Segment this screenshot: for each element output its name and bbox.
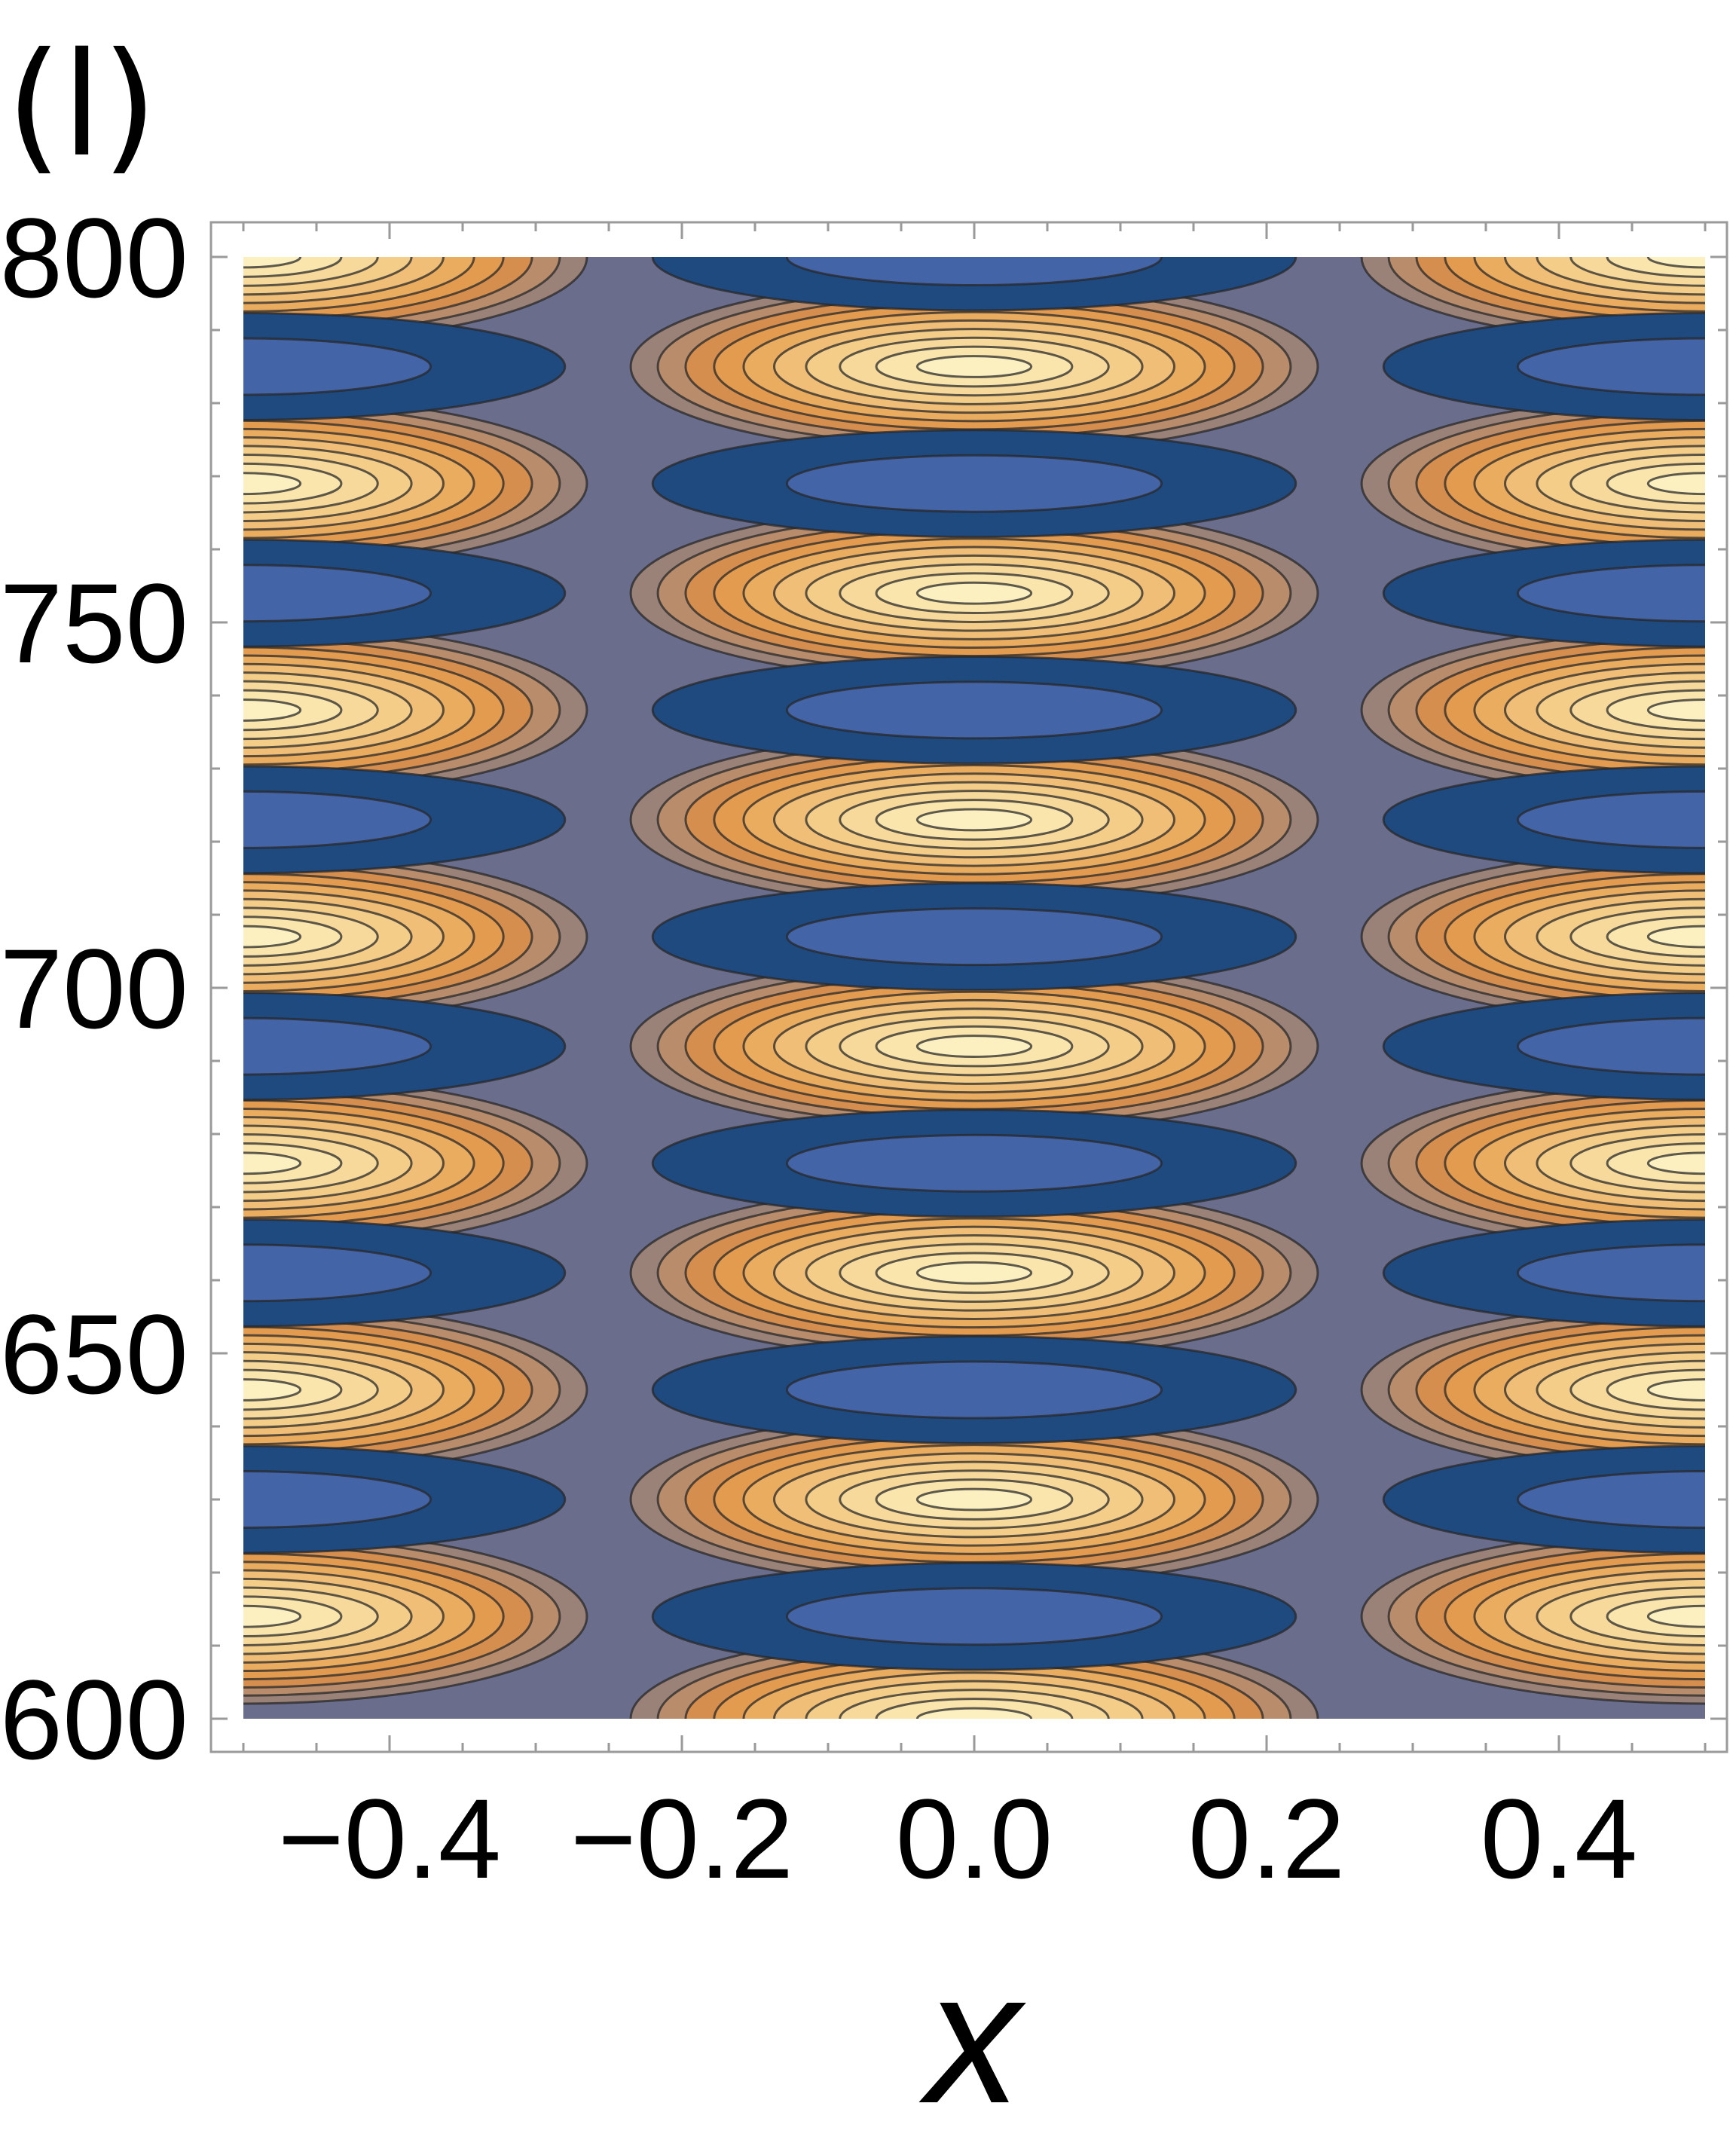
center-peak-lobe <box>629 504 1319 682</box>
x-tick-label: 0.2 <box>1188 1775 1346 1902</box>
y-tick-label: 700 <box>0 925 188 1052</box>
center-peak-lobe <box>629 278 1319 455</box>
center-trough-lobe <box>651 257 1297 312</box>
y-tick-label: 800 <box>0 194 188 321</box>
center-peak-lobe <box>629 958 1319 1135</box>
left-peak-lobe <box>243 1301 588 1478</box>
right-peak-lobe <box>1360 257 1705 346</box>
right-peak-lobe <box>1360 395 1705 572</box>
left-trough-lobe <box>243 1218 567 1328</box>
right-trough-lobe <box>1382 765 1705 875</box>
left-peak-lobe <box>243 1074 588 1252</box>
center-trough-lobe <box>651 429 1297 539</box>
right-peak-lobe <box>1360 622 1705 799</box>
frame-ticks <box>211 222 1727 1752</box>
left-peak-lobe <box>243 848 588 1026</box>
y-tick-label: 650 <box>0 1291 188 1417</box>
center-trough-lobe <box>651 1108 1297 1218</box>
left-trough-lobe <box>243 1444 567 1554</box>
left-trough-lobe <box>243 312 567 421</box>
center-peak-lobe <box>629 731 1319 909</box>
y-tick-labels: 600 650 700 750 800 <box>0 194 188 1783</box>
contour-plot-area <box>243 257 1705 1719</box>
center-trough-lobe <box>651 882 1297 992</box>
left-peak-lobe <box>243 622 588 799</box>
left-trough-lobe <box>243 765 567 875</box>
center-trough-lobe <box>651 1561 1297 1671</box>
y-tick-label: 600 <box>0 1656 188 1783</box>
left-trough-lobe <box>243 992 567 1102</box>
center-peak-lobe <box>629 1185 1319 1362</box>
y-tick-label: 750 <box>0 560 188 686</box>
right-trough-lobe <box>1382 538 1705 648</box>
x-axis-label: x <box>918 1932 1027 2142</box>
x-tick-label: 0.4 <box>1481 1775 1638 1902</box>
left-peak-lobe <box>243 1527 588 1705</box>
right-trough-lobe <box>1382 312 1705 421</box>
right-trough-lobe <box>1382 1218 1705 1328</box>
center-trough-lobe <box>651 655 1297 765</box>
left-trough-lobe <box>243 538 567 648</box>
left-peak-lobe <box>243 395 588 572</box>
right-peak-lobe <box>1360 848 1705 1026</box>
center-trough-lobe <box>651 1335 1297 1444</box>
x-tick-label: −0.4 <box>278 1775 501 1902</box>
panel-label: (l) <box>6 22 157 188</box>
right-peak-lobe <box>1360 1074 1705 1252</box>
left-peak-lobe <box>243 257 588 346</box>
x-tick-label: 0.0 <box>896 1775 1053 1902</box>
right-trough-lobe <box>1382 1444 1705 1554</box>
right-peak-lobe <box>1360 1527 1705 1705</box>
x-tick-labels: −0.4 −0.2 0.0 0.2 0.4 <box>278 1775 1637 1902</box>
x-tick-label: −0.2 <box>570 1775 793 1902</box>
right-trough-lobe <box>1382 992 1705 1102</box>
